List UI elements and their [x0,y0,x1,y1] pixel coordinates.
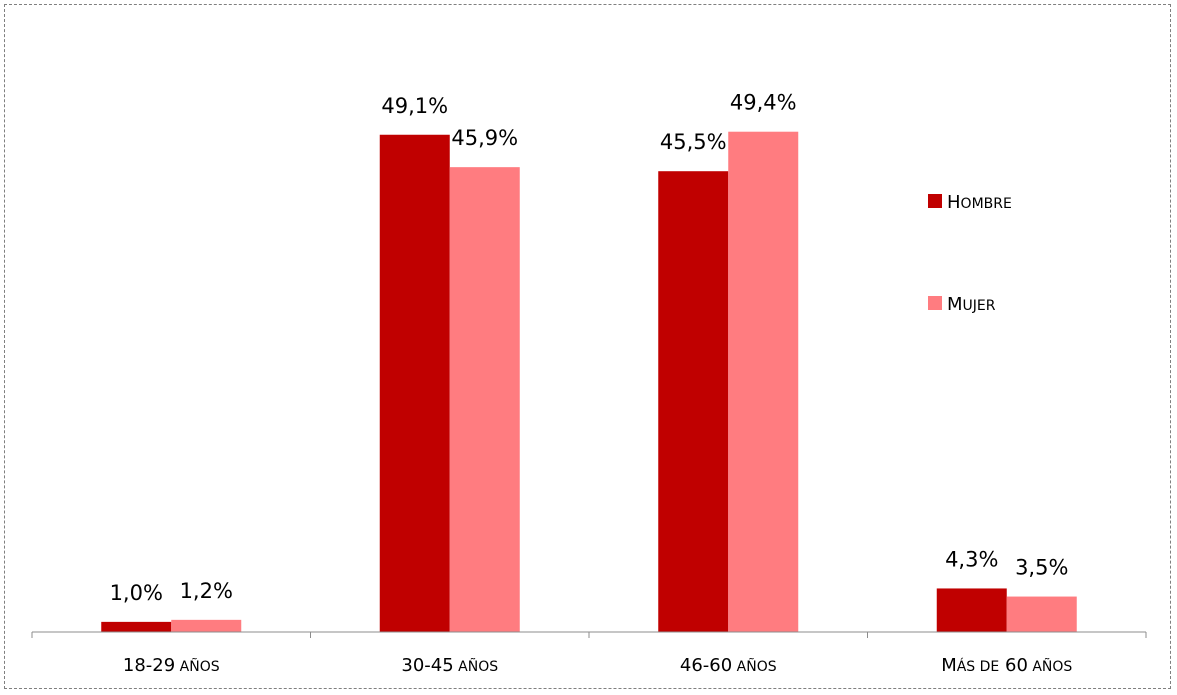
value-label-mujer-2: 45,9% [451,126,518,150]
legend: HOMBRE MUJER [928,192,1012,315]
x-ticks-group [31,632,1147,638]
bar-mujer-4 [1006,596,1077,632]
bar-mujer-3 [728,131,799,632]
bars-group [101,131,1077,632]
legend-swatch-hombre [928,194,942,208]
x-tick-label-4: MÁS DE 60 AÑOS [941,655,1072,676]
x-tick-label-2: 30-45 AÑOS [401,655,498,676]
bar-hombre-4 [936,588,1007,632]
x-tick-label-1: 18-29 AÑOS [123,655,220,676]
value-label-hombre-3: 45,5% [660,130,727,154]
value-label-mujer-4: 3,5% [1015,556,1068,580]
value-labels-group: 1,0% 1,2% 49,1%45,9% 45,5%49,4% 4,3% 3,5% [110,91,1069,605]
bar-hombre-1 [101,621,172,632]
x-tick-labels-group: 18-29 AÑOS 30-45 AÑOS 46-60 AÑOS MÁS DE 60 … [123,655,1073,676]
legend-label-mujer: MUJER [947,294,996,315]
legend-swatch-mujer [928,296,942,310]
bar-hombre-2 [379,134,450,632]
bar-mujer-1 [171,619,242,632]
chart-frame: 1,0% 1,2% 49,1% 45,9% 45,5% 49,4% 4,3% 3,5% 18-… [4,4,1171,689]
value-label-mujer-3: 49,4% [730,91,797,115]
bar-mujer-2 [449,167,520,632]
value-label-mujer-1: 1,2% [180,579,233,603]
value-label-hombre-1: 1,0% [110,581,163,605]
bar-hombre-3 [658,171,729,632]
value-label-hombre-2: 49,1% [381,94,448,118]
bar-chart: 1,0% 1,2% 49,1%45,9% 45,5%49,4% 4,3% 3,5% 18-… [31,91,1147,676]
x-tick-label-3: 46-60 AÑOS [680,655,777,676]
value-label-hombre-4: 4,3% [945,547,998,571]
legend-label-hombre: HOMBRE [947,192,1012,213]
